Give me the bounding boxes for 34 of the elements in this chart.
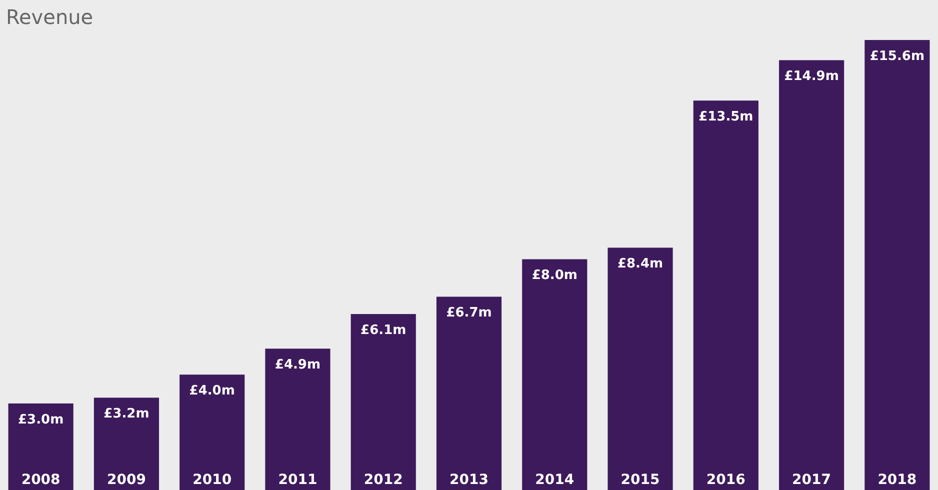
data-label: £4.9m <box>274 358 321 373</box>
bar <box>8 403 74 490</box>
bar <box>180 374 245 490</box>
x-tick-label: 2014 <box>535 472 574 488</box>
bar <box>608 248 673 490</box>
data-label: £13.5m <box>698 110 754 125</box>
x-tick-label: 2016 <box>706 472 746 488</box>
data-label: £6.7m <box>446 306 492 321</box>
bar <box>265 348 330 490</box>
bar <box>864 40 930 490</box>
x-tick-label: 2015 <box>620 472 660 488</box>
bar <box>350 314 416 490</box>
bar <box>436 296 502 490</box>
data-label: £4.0m <box>189 384 235 399</box>
x-tick-label: 2018 <box>878 472 917 488</box>
data-label: £14.9m <box>784 69 839 84</box>
bar <box>693 100 758 490</box>
x-tick-label: 2012 <box>364 472 403 488</box>
x-tick-label: 2009 <box>106 472 146 488</box>
data-label: £3.0m <box>18 412 64 428</box>
bar <box>522 259 588 490</box>
x-tick-label: 2013 <box>450 472 488 488</box>
x-tick-label: 2008 <box>21 472 60 488</box>
data-label: £8.4m <box>617 256 664 272</box>
bar <box>779 60 844 490</box>
x-tick-label: 2010 <box>192 472 232 488</box>
data-label: £8.0m <box>532 268 578 284</box>
chart-title: Revenue <box>6 5 94 29</box>
data-label: £3.2m <box>104 406 150 422</box>
data-label: £6.1m <box>360 323 406 338</box>
x-tick-label: 2011 <box>278 472 318 488</box>
data-label: £15.6m <box>870 49 925 64</box>
x-tick-label: 2017 <box>792 472 832 488</box>
bar <box>94 398 159 490</box>
